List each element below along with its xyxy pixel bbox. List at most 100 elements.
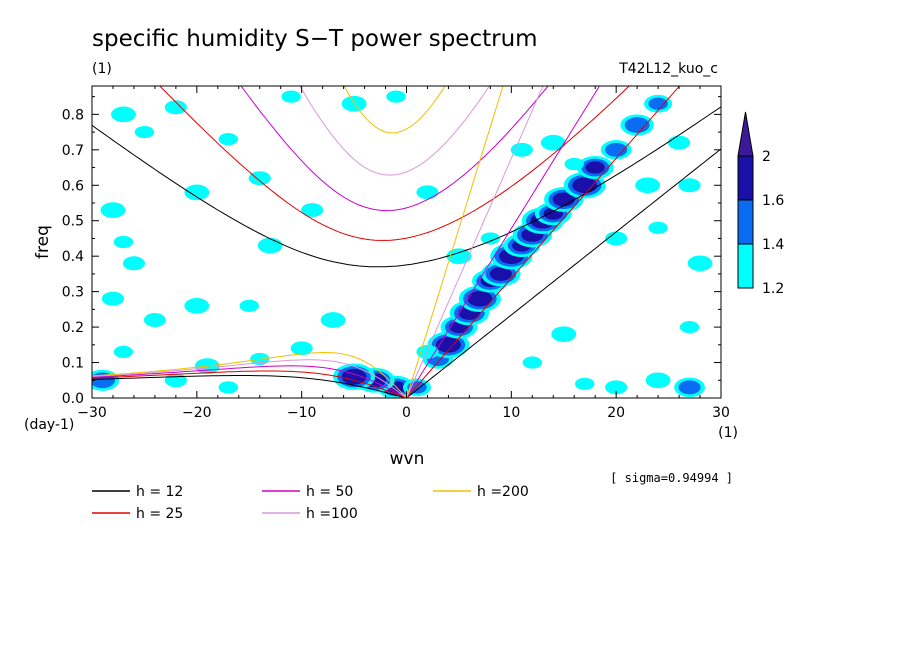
peak-level-1 <box>301 203 324 218</box>
peak-level-1 <box>111 106 136 123</box>
dispersion-100 <box>92 86 544 398</box>
peak-level-1 <box>122 256 146 271</box>
spectral-peak <box>605 231 628 246</box>
spectral-peak <box>687 255 713 272</box>
legend-entry: h = 50 <box>306 484 353 500</box>
legend-entry: h = 25 <box>136 506 183 522</box>
spectral-peak <box>522 356 543 369</box>
inertia-gravity-line <box>343 86 446 134</box>
spectral-peak <box>386 90 406 103</box>
spectral-peak <box>678 178 701 193</box>
peak-level-2 <box>678 380 701 395</box>
spectral-peak <box>113 345 134 359</box>
spectral-peak <box>341 95 367 112</box>
peak-level-1 <box>218 381 239 394</box>
spectral-peak <box>92 369 120 391</box>
peak-level-1 <box>386 90 406 103</box>
plot-area <box>92 86 721 398</box>
spectral-peak <box>679 320 700 334</box>
legend-entry: h =200 <box>477 484 529 500</box>
colorbar: 2 1.6 1.4 1.2 <box>737 111 784 297</box>
spectral-peak <box>100 202 126 218</box>
spectral-peak <box>184 297 210 314</box>
peak-level-1 <box>687 255 713 272</box>
peak-level-1 <box>113 345 134 359</box>
chart-title: specific humidity S−T power spectrum <box>92 26 538 52</box>
peak-level-1 <box>320 312 346 328</box>
peak-level-1 <box>341 95 367 112</box>
peak-level-1 <box>540 134 566 151</box>
spectral-peak <box>164 100 187 115</box>
spectral-peak <box>446 248 472 265</box>
rossby-wave-line <box>92 370 407 398</box>
peak-level-1 <box>100 202 126 218</box>
y-tick-label: 0.6 <box>62 178 84 194</box>
legend-entry: h =100 <box>306 506 358 522</box>
colorbar-label: 1.2 <box>762 281 784 297</box>
spectral-peak <box>600 140 632 160</box>
peak-level-1 <box>164 100 187 115</box>
inertia-gravity-line <box>159 86 630 241</box>
peak-level-1 <box>645 372 671 389</box>
y-tick-label: 0.4 <box>62 249 84 265</box>
spectral-peak <box>301 203 324 218</box>
spectral-peak <box>635 177 661 194</box>
colorbar-swatch <box>737 155 754 201</box>
inertia-gravity-line <box>240 86 549 212</box>
x-tick-label: 20 <box>607 405 625 421</box>
spectral-peak <box>101 291 125 306</box>
spectral-peak <box>574 377 595 390</box>
spectral-peak <box>290 341 313 356</box>
peak-level-1 <box>248 171 271 186</box>
y-tick-label: 0.0 <box>62 391 84 407</box>
peak-level-3 <box>467 290 493 307</box>
peak-level-1 <box>446 248 472 265</box>
peak-level-1 <box>184 297 210 314</box>
y-tick-label: 0.5 <box>62 214 84 230</box>
sigma-note: [ sigma=0.94994 ] <box>610 471 733 485</box>
kelvin-wave-line <box>406 86 504 398</box>
y-tick-label: 0.3 <box>62 285 84 301</box>
dispersion-200 <box>92 86 504 398</box>
rossby-wave-line <box>92 365 407 398</box>
y-tick-label: 0.1 <box>62 356 84 372</box>
y-tick-label: 0.2 <box>62 320 84 336</box>
peak-level-1 <box>648 221 668 234</box>
spectral-peak <box>620 114 654 136</box>
x-axis-label: wvn <box>390 449 425 469</box>
x-tick-label: −20 <box>182 405 212 421</box>
dispersion-50 <box>92 86 601 398</box>
peak-level-2 <box>624 117 650 133</box>
spectral-peak <box>605 380 628 395</box>
spectral-peak <box>667 135 691 150</box>
peak-level-1 <box>218 133 239 146</box>
colorbar-swatch <box>737 243 754 289</box>
colorbar-swatch <box>737 199 754 245</box>
peak-level-3 <box>585 161 605 174</box>
peak-level-1 <box>281 90 301 103</box>
spectral-peak <box>564 157 584 171</box>
peak-level-2 <box>648 97 668 110</box>
colorbar-label: 1.6 <box>762 193 784 209</box>
colorbar-arrow <box>737 111 754 157</box>
kelvin-wave-line <box>406 86 601 398</box>
spectral-peak <box>218 133 239 146</box>
spectral-peak <box>551 326 577 343</box>
spectral-peaks <box>92 90 713 398</box>
inertia-gravity-line <box>92 106 721 268</box>
peak-level-1 <box>134 125 155 139</box>
peak-level-1 <box>551 326 577 343</box>
peak-level-3 <box>572 177 598 194</box>
peak-level-1 <box>480 232 501 245</box>
spectral-peak <box>113 235 134 249</box>
x-tick-label: 30 <box>712 405 730 421</box>
peak-level-1 <box>416 185 439 200</box>
peak-level-1 <box>290 341 313 356</box>
peak-level-1 <box>564 157 584 171</box>
inertia-gravity-line <box>299 86 490 176</box>
spectral-peak <box>576 155 614 180</box>
dispersion-12 <box>92 106 721 398</box>
rossby-wave-line <box>92 351 407 398</box>
spectral-peak <box>239 299 259 312</box>
